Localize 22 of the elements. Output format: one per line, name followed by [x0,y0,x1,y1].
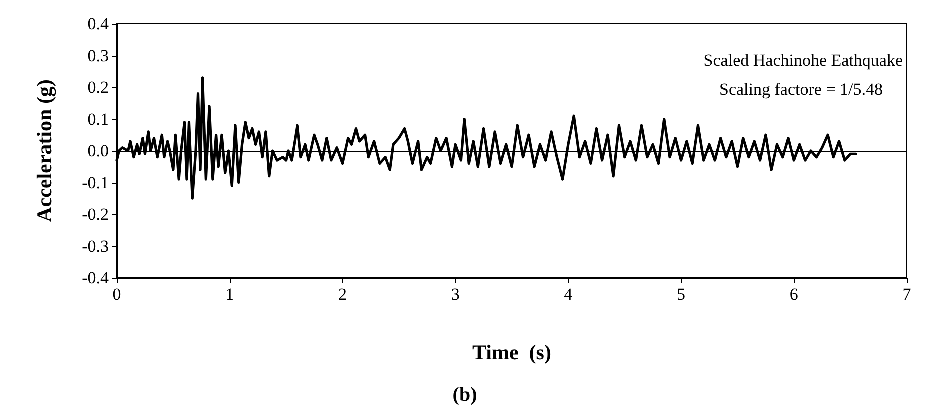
y-tick-label: 0.1 [88,110,109,129]
x-tick-label: 5 [677,285,686,304]
x-tick-label: 1 [226,285,234,304]
y-tick-label: -0.3 [82,236,109,256]
x-tick-label: 3 [451,285,460,304]
y-tick-label: 0.2 [88,78,109,97]
annotation: Scaling factore = 1/5.48 [720,80,883,99]
y-tick-label: 0.3 [88,46,109,66]
x-tick-label: 0 [112,285,122,304]
annotation: Scaled Hachinohe Eathquake [704,51,904,70]
x-tick-label: 2 [338,285,347,304]
y-tick-label: -0.1 [82,173,109,192]
x-axis-title: Time (s) [472,340,552,364]
x-tick-label: 4 [564,285,574,304]
y-tick-label: 0.0 [88,142,109,160]
x-tick-label: 6 [790,285,798,304]
x-tick-label: 7 [902,285,912,304]
y-axis-title: Acceleration (g) [32,80,56,222]
y-tick-label: -0.4 [82,268,110,288]
text: (b) [452,384,478,406]
y-tick-label: 0.4 [88,14,110,34]
y-tick-label: -0.2 [82,205,109,224]
